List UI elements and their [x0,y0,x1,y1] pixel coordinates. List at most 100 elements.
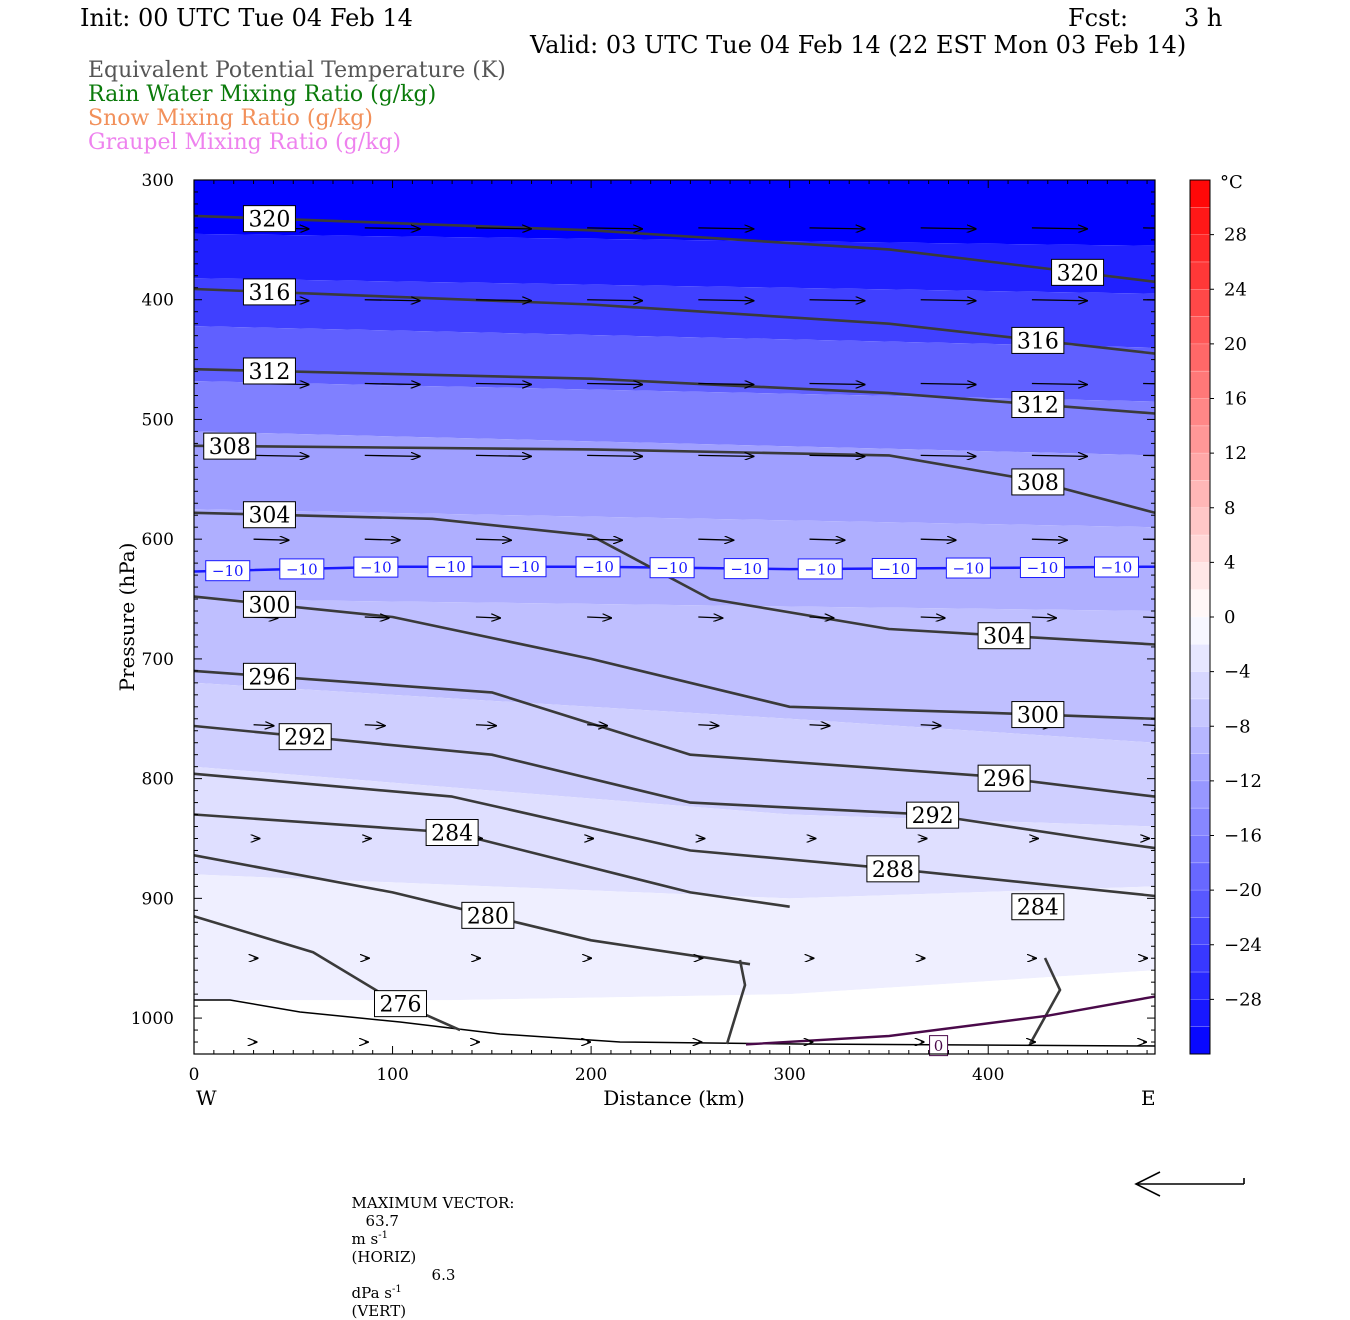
theta-e-label-316-0: 316 [242,278,296,306]
theta-e-contour-296 [194,669,1155,798]
forecast-label: Fcst: [1068,4,1129,32]
temperature-band-0 [194,180,1155,246]
theta-e-label-316-0-box [242,278,296,306]
x-tick-label: 100 [376,1065,408,1085]
legend-rain-water: Rain Water Mixing Ratio (g/kg) [88,82,437,107]
isotherm-label-12: −10 [1093,556,1139,578]
wind-vector [809,300,865,301]
wind-vector [475,455,531,456]
theta-e-label-296-0: 296 [242,662,296,690]
theta-e-contour-surface [725,957,1062,1045]
wind-vector [364,725,385,726]
theta-e-label-312-0-text: 312 [248,360,290,385]
y-tick-label: 1000 [131,1009,174,1029]
temperature-band-7 [194,599,1155,743]
isotherm-label-9-text: −10 [878,560,910,578]
theta-e-label-296-0-text: 296 [248,665,290,690]
colorbar-swatch [1190,589,1210,618]
colorbar-swatch [1190,999,1210,1028]
x-tick-label: 0 [189,1065,200,1085]
temperature-band-3 [194,326,1155,402]
west-label: W [196,1086,217,1110]
theta-e-label-292-1: 292 [906,801,960,829]
theta-e-label-276-0-box [373,990,427,1018]
colorbar-swatch [1190,808,1210,836]
theta-e-label-316-1: 316 [1011,326,1065,354]
colorbar-tick-label: 16 [1224,389,1247,410]
theta-e-label-284-1-box [1011,893,1065,921]
colorbar-tick-label: −28 [1224,989,1262,1010]
theta-e-label-312-1: 312 [1011,391,1065,418]
rain-contour-0 [745,995,1155,1046]
theta-e-label-312-1-text: 312 [1017,393,1059,418]
plot-frame [193,179,1156,1055]
theta-e-label-308-1-box [1011,468,1065,496]
vert-vector-value: 6.3 [431,1266,456,1284]
x-tick-label: 300 [773,1065,805,1085]
theta-e-label-280-0-text: 280 [467,904,509,929]
isotherm-label-5-text: −10 [582,558,614,576]
wind-vector [698,617,722,618]
temperature-band-10 [194,874,1155,1001]
colorbar-tick-label: −24 [1224,935,1262,956]
rain-contour-label-box [929,1035,949,1057]
theta-e-label-300-0-box [242,590,296,618]
horiz-vector-value: 63.7 [365,1212,399,1230]
wind-vector [1031,455,1087,456]
vert-vector-exp: -1 [391,1284,402,1295]
colorbar-swatch [1190,944,1210,973]
colorbar-swatch [1190,535,1210,563]
colorbar-tick-label: 12 [1224,443,1247,464]
isotherm-label-6-box [649,557,695,579]
wind-vector [475,384,531,385]
theta-e-label-288-0-box [866,855,920,883]
theta-e-label-288-0-text: 288 [872,858,914,883]
isotherm-label-12-box [1093,556,1139,578]
colorbar-swatch [1190,890,1210,918]
theta-e-label-284-0-text: 284 [431,821,473,846]
theta-e-label-304-1: 304 [977,622,1031,650]
legend-theta-e: Equivalent Potential Temperature (K) [88,58,506,83]
wind-vector [587,228,642,229]
wind-vector [698,384,753,385]
x-tick-label: 400 [972,1065,1004,1085]
theta-e-label-312-0-box [242,357,296,385]
y-tick-label: 400 [142,291,174,311]
horiz-vector-unit: m s [351,1230,379,1248]
theta-e-label-292-0-text: 292 [284,726,326,751]
theta-e-contour-320 [194,214,1155,284]
isotherm-label-9-box [871,557,917,579]
isotherm-label-11-box [1019,557,1065,579]
theta-e-label-276-0-text: 276 [379,993,421,1018]
isotherm-label-1-box [279,558,325,580]
wind-vector [475,539,511,540]
colorbar-swatch [1190,917,1210,946]
colorbar-tick-label: −4 [1224,662,1251,683]
colorbar-swatch [1190,343,1210,372]
isotherm-label-1: −10 [279,558,325,580]
max-vector-label: MAXIMUM VECTOR: [351,1194,515,1212]
colorbar-swatch [1190,1026,1210,1055]
theta-e-label-320-0-text: 320 [248,208,290,233]
wind-vector [920,725,941,726]
wind-vector [920,300,976,301]
colorbar-swatch [1190,289,1210,318]
colorbar-swatch [1190,453,1210,481]
wind-vector [809,455,865,456]
wind-vector [364,539,400,540]
colorbar-swatch [1190,617,1210,645]
isotherm-label-4-box [501,556,547,578]
colorbar-tick-label: −12 [1224,771,1262,792]
theta-e-label-316-1-box [1011,326,1065,354]
wind-vector [475,228,531,229]
temperature-band-5 [194,431,1155,528]
wind-vector [698,725,718,726]
colorbar-swatch [1190,207,1210,236]
theta-e-label-316-1-text: 316 [1017,329,1059,354]
colorbar-swatch [1190,862,1210,891]
wind-vector [587,300,642,301]
y-axis-label: Pressure (hPa) [115,543,139,692]
wind-vector [698,455,753,456]
wind-vector [1031,228,1087,229]
theta-e-label-296-1-text: 296 [983,767,1025,792]
